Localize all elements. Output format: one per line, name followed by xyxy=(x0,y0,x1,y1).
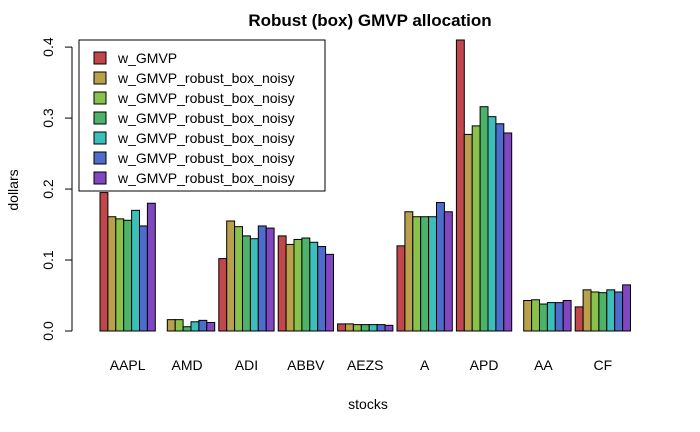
bar xyxy=(582,289,592,332)
chart-title: Robust (box) GMVP allocation xyxy=(248,11,491,30)
y-tick-label: 0.1 xyxy=(40,250,56,270)
x-tick-labels: AAPL AMD ADI ABBV AEZS A APD AA CF xyxy=(110,357,612,373)
bar xyxy=(249,238,259,332)
bar xyxy=(234,226,244,332)
bar xyxy=(614,291,624,332)
x-tick-label: APD xyxy=(470,357,499,373)
bar xyxy=(376,324,386,332)
bar xyxy=(463,133,473,332)
bar xyxy=(123,219,133,332)
legend-swatch xyxy=(93,131,107,145)
x-tick-label: A xyxy=(420,357,430,373)
legend-label: w_GMVP xyxy=(117,50,177,66)
bar xyxy=(218,258,228,332)
bar xyxy=(479,106,489,332)
bar xyxy=(360,324,370,332)
bar xyxy=(503,132,513,332)
y-tick-label: 0.0 xyxy=(40,321,56,341)
legend-swatch xyxy=(93,111,107,125)
bar xyxy=(242,235,251,332)
bar xyxy=(99,192,109,332)
bar xyxy=(198,319,208,332)
bar xyxy=(131,209,141,332)
bar xyxy=(562,299,572,332)
x-tick-label: AEZS xyxy=(347,357,384,373)
bar xyxy=(420,216,430,332)
x-tick-label: AA xyxy=(534,357,553,373)
x-tick-label: CF xyxy=(594,357,613,373)
y-axis: 0.0 0.1 0.2 0.3 0.4 xyxy=(40,37,73,341)
y-tick-label: 0.2 xyxy=(40,179,56,199)
y-tick-label: 0.4 xyxy=(40,37,56,57)
bar xyxy=(345,323,354,332)
bar xyxy=(539,303,548,332)
bar xyxy=(107,216,117,332)
bar xyxy=(606,289,616,332)
bar xyxy=(384,324,394,332)
bar xyxy=(531,299,540,332)
legend: w_GMVP w_GMVP_robust_box_noisy w_GMVP_robu… xyxy=(78,39,326,192)
x-tick-label: ADI xyxy=(235,357,258,373)
bars xyxy=(99,39,631,332)
bar xyxy=(166,319,176,332)
y-axis-label: dollars xyxy=(5,169,21,210)
bar xyxy=(277,235,287,332)
bar xyxy=(139,225,148,332)
legend-label: w_GMVP_robust_box_noisy xyxy=(117,150,295,166)
bar xyxy=(428,216,438,332)
bar xyxy=(190,321,200,332)
bar xyxy=(436,202,445,332)
bar xyxy=(325,253,335,332)
legend-label: w_GMVP_robust_box_noisy xyxy=(117,70,295,86)
bar xyxy=(396,245,406,332)
x-tick-label: ABBV xyxy=(287,357,325,373)
legend-label: w_GMVP_robust_box_noisy xyxy=(117,90,295,106)
legend-swatch xyxy=(93,151,107,165)
bar xyxy=(352,324,362,332)
legend-swatch xyxy=(93,51,107,65)
x-tick-label: AAPL xyxy=(110,357,146,373)
bar xyxy=(337,323,347,332)
bar xyxy=(495,123,505,332)
legend-swatch xyxy=(93,171,107,185)
bar xyxy=(285,243,295,332)
bar xyxy=(471,125,481,332)
bar xyxy=(293,238,303,332)
bar xyxy=(622,284,631,332)
bar xyxy=(174,319,184,332)
legend-label: w_GMVP_robust_box_noisy xyxy=(117,130,295,146)
legend-label: w_GMVP_robust_box_noisy xyxy=(117,110,295,126)
bar xyxy=(598,292,608,332)
bar xyxy=(226,220,236,332)
x-tick-label: AMD xyxy=(171,357,202,373)
y-tick-label: 0.3 xyxy=(40,108,56,128)
bar xyxy=(554,302,564,332)
bar xyxy=(265,227,275,332)
bar xyxy=(182,326,192,332)
bar xyxy=(309,241,319,332)
bar xyxy=(443,211,453,332)
bar xyxy=(146,202,156,332)
bar xyxy=(115,218,125,332)
bar xyxy=(206,321,216,332)
x-axis-label: stocks xyxy=(348,396,388,412)
bar xyxy=(590,291,600,332)
bar xyxy=(412,216,422,332)
bar xyxy=(368,324,378,332)
legend-box xyxy=(78,39,326,192)
legend-swatch xyxy=(93,71,107,85)
bar xyxy=(301,237,311,332)
bar xyxy=(257,225,267,332)
bar xyxy=(487,116,497,332)
legend-label: w_GMVP_robust_box_noisy xyxy=(117,170,295,186)
bar xyxy=(523,299,533,332)
legend-swatch xyxy=(93,91,107,105)
bar xyxy=(574,306,584,332)
bar xyxy=(404,211,414,332)
bar xyxy=(317,246,327,332)
bar xyxy=(546,302,556,332)
bar xyxy=(455,39,465,332)
